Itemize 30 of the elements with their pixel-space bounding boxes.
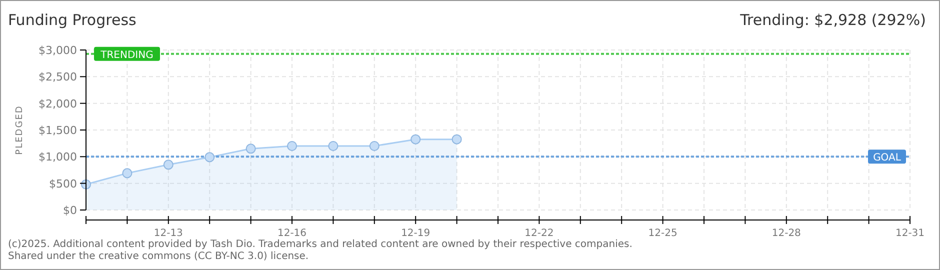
point bbox=[410, 134, 421, 144]
point bbox=[163, 160, 174, 170]
x-tick-label: 12-16 bbox=[277, 228, 307, 239]
ref-line-label: GOAL bbox=[873, 152, 902, 164]
point bbox=[246, 144, 256, 154]
x-tick-label: 12-31 bbox=[895, 228, 925, 239]
text: Shared under the creative commons (CC BY-NC 3.0) license. bbox=[8, 251, 309, 262]
y-tick-label: $2,500 bbox=[38, 70, 77, 84]
text: (c)2025. Additional content provided by Tash Dio. Trademarks and related content are owned by their respective companies. bbox=[8, 239, 632, 250]
x-tick-label: 12-13 bbox=[154, 228, 183, 239]
y-tick-label: $1,000 bbox=[38, 150, 77, 164]
point bbox=[122, 168, 132, 178]
y-tick-label: $500 bbox=[49, 177, 77, 190]
chart-subtitle: Trending: $2,928 (292%) bbox=[739, 11, 926, 29]
point bbox=[328, 140, 338, 152]
point bbox=[452, 134, 462, 144]
point bbox=[204, 152, 215, 162]
point bbox=[369, 140, 380, 152]
y-tick-label: $1,500 bbox=[38, 124, 77, 137]
y-axis-title: PLEDGED bbox=[15, 105, 25, 155]
y-tick-label: $0 bbox=[63, 204, 77, 217]
y-tick-label: $3,000 bbox=[38, 44, 77, 57]
point bbox=[286, 140, 298, 152]
y-tick-label: $2,000 bbox=[38, 97, 77, 110]
x-tick-label: 12-19 bbox=[401, 228, 430, 239]
x-tick-label: 12-28 bbox=[772, 228, 801, 239]
ref-line-label: TRENDING bbox=[100, 50, 154, 61]
x-tick-label: 12-22 bbox=[524, 228, 554, 239]
chart-title: Funding Progress bbox=[8, 11, 137, 29]
x-tick-label: 12-25 bbox=[648, 228, 678, 239]
